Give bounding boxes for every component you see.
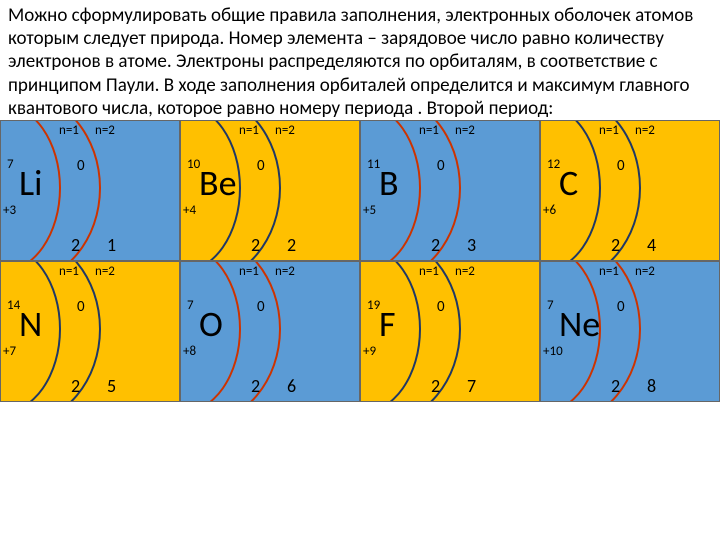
electrons-shell-2: 8 — [647, 375, 656, 397]
element-cell-o: n=1 n=2 7O+8 0 2 6 — [180, 261, 360, 402]
electrons-shell-1: 2 — [431, 234, 440, 256]
electrons-shell-2: 6 — [287, 375, 296, 397]
electrons-shell-1: 2 — [611, 375, 620, 397]
zero-label: 0 — [257, 157, 265, 175]
electrons-shell-1: 2 — [71, 234, 80, 256]
nuclear-charge: +6 — [543, 203, 556, 218]
mass-number: 7 — [7, 157, 14, 172]
zero-label: 0 — [617, 157, 625, 175]
nuclear-charge: +5 — [363, 203, 376, 218]
nuclear-charge: +8 — [183, 344, 196, 359]
electrons-shell-2: 1 — [107, 234, 116, 256]
electrons-shell-1: 2 — [251, 375, 260, 397]
shell-arc-2 — [0, 120, 101, 261]
electrons-shell-2: 3 — [467, 234, 476, 256]
electrons-shell-1: 2 — [611, 234, 620, 256]
element-cell-li: n=1 n=2 7 Li+3 0 2 1 — [0, 120, 180, 261]
n2-label: n=2 — [455, 123, 475, 138]
nuclear-charge: +10 — [543, 344, 563, 359]
n1-label: n=1 — [239, 123, 259, 138]
element-symbol: Be — [199, 165, 237, 201]
nuclear-charge: +7 — [3, 344, 16, 359]
shell-arc-2 — [180, 261, 281, 402]
n1-label: n=1 — [419, 123, 439, 138]
electrons-shell-2: 2 — [287, 234, 296, 256]
element-cell-c: n=1n=212C+6024 — [540, 120, 720, 261]
zero-label: 0 — [617, 298, 625, 316]
elements-grid: n=1n=27Li+3021n=1n=210Be+4022n=1n=211B+5… — [0, 120, 720, 402]
shell-arc-2 — [360, 120, 461, 261]
electrons-shell-1: 2 — [71, 375, 80, 397]
element-symbol: C — [559, 165, 578, 201]
mass-number: 7 — [547, 298, 554, 313]
n1-label: n=1 — [599, 123, 619, 138]
zero-label: 0 — [437, 298, 445, 316]
n2-label: n=2 — [275, 264, 295, 279]
element-symbol: F — [379, 306, 396, 342]
element-symbol: B — [379, 165, 399, 201]
element-cell-n: n=1n=214N+7025 — [0, 261, 180, 402]
zero-label: 0 — [257, 298, 265, 316]
element-cell-f: n=1n=219F+9027 — [360, 261, 540, 402]
n2-label: n=2 — [635, 123, 655, 138]
element-symbol: N — [19, 306, 42, 342]
element-cell-b: n=1n=211B+5023 — [360, 120, 540, 261]
zero-label: 0 — [77, 298, 85, 316]
mass-number: 7 — [187, 298, 194, 313]
electrons-shell-1: 2 — [251, 234, 260, 256]
zero-label: 0 — [437, 157, 445, 175]
electrons-shell-2: 5 — [107, 375, 116, 397]
element-cell-be: n=1n=210Be+4022 — [180, 120, 360, 261]
n1-label: n=1 — [59, 264, 79, 279]
n2-label: n=2 — [95, 123, 115, 138]
intro-paragraph: Можно сформулировать общие правила запол… — [0, 0, 720, 120]
electrons-shell-2: 4 — [647, 234, 656, 256]
element-symbol: O — [199, 306, 223, 342]
shell-arc-2 — [540, 120, 641, 261]
element-symbol: Ne — [559, 306, 600, 342]
shell-arc-2 — [0, 261, 101, 402]
shell-arc-2 — [360, 261, 461, 402]
n1-label: n=1 — [599, 264, 619, 279]
element-symbol: Li — [19, 165, 42, 201]
nuclear-charge: +3 — [3, 203, 16, 218]
nuclear-charge: +9 — [363, 344, 376, 359]
n2-label: n=2 — [455, 264, 475, 279]
element-cell-ne: n=1 n=2 7 Ne +10 0 2 8 — [540, 261, 720, 402]
electrons-shell-2: 7 — [467, 375, 476, 397]
n2-label: n=2 — [635, 264, 655, 279]
electrons-shell-1: 2 — [431, 375, 440, 397]
n1-label: n=1 — [419, 264, 439, 279]
n2-label: n=2 — [95, 264, 115, 279]
n2-label: n=2 — [275, 123, 295, 138]
zero-label: 0 — [77, 157, 85, 175]
nuclear-charge: +4 — [183, 203, 196, 218]
n1-label: n=1 — [239, 264, 259, 279]
n1-label: n=1 — [59, 123, 79, 138]
